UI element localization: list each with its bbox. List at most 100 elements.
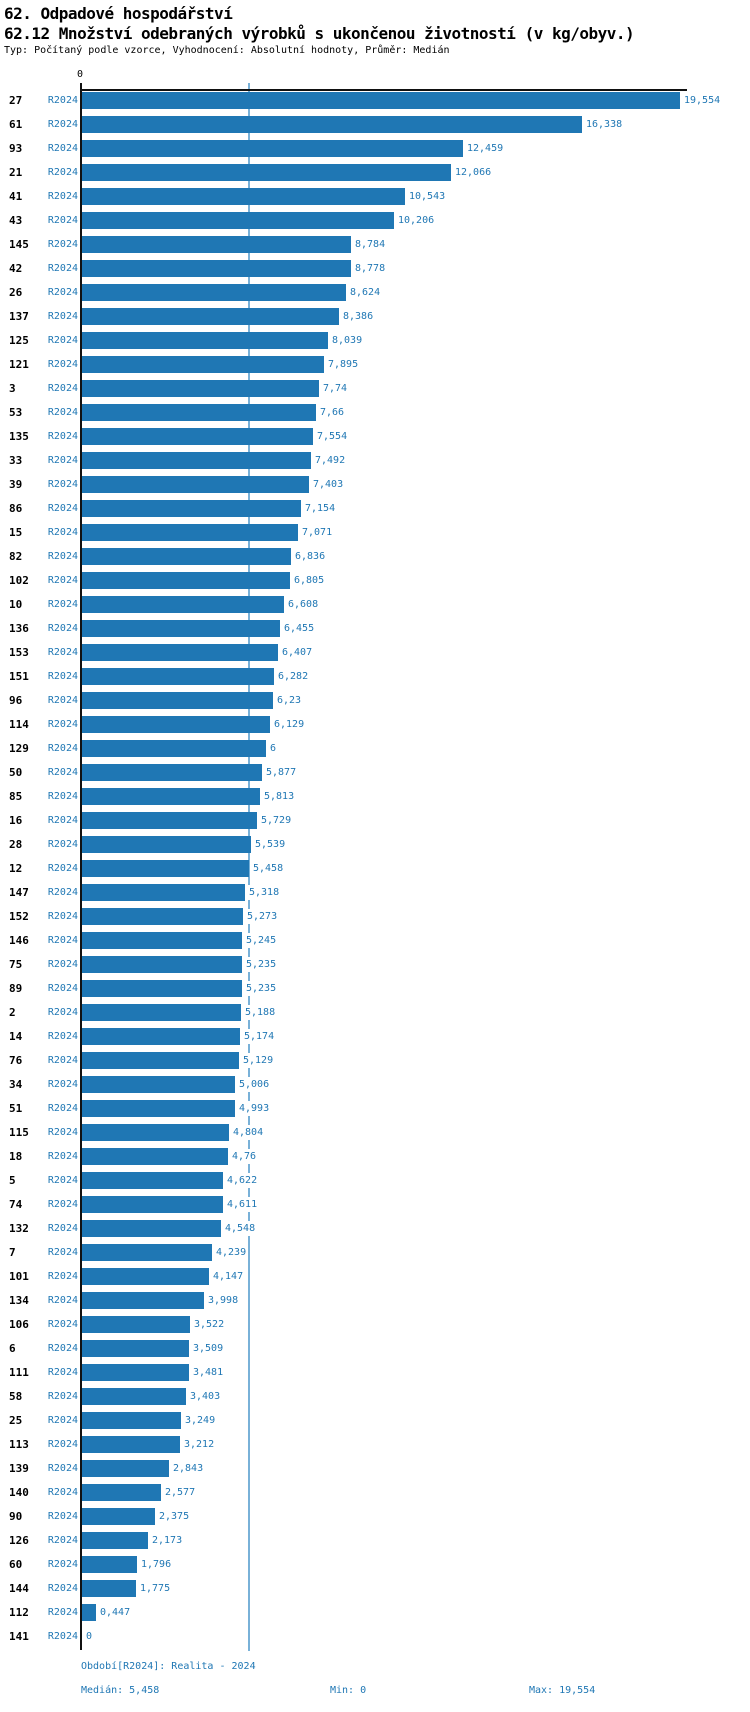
- row-category-label: 152: [9, 910, 29, 923]
- bar: [82, 764, 262, 781]
- bar-row: 152 R2024 5,273: [0, 908, 750, 925]
- row-series-label: R2024: [47, 431, 78, 442]
- bar-value-label: 5,813: [263, 789, 296, 804]
- row-category-label: 136: [9, 622, 29, 635]
- row-category-label: 121: [9, 358, 29, 371]
- row-category-label: 90: [9, 1510, 23, 1523]
- bar-row: 61 R2024 16,338: [0, 116, 750, 133]
- row-category-label: 33: [9, 454, 23, 467]
- bar: [82, 1196, 223, 1213]
- row-series-label: R2024: [47, 1175, 78, 1186]
- bar-row: 28 R2024 5,539: [0, 836, 750, 853]
- bar: [82, 548, 291, 565]
- bar: [82, 812, 257, 829]
- x-axis-line: [80, 89, 687, 91]
- bar-row: 7 R2024 4,239: [0, 1244, 750, 1261]
- bar: [82, 284, 346, 301]
- bar: [82, 1508, 155, 1525]
- bar-value-label: 5,174: [243, 1029, 276, 1044]
- bar-row: 51 R2024 4,993: [0, 1100, 750, 1117]
- bar-row: 126 R2024 2,173: [0, 1532, 750, 1549]
- row-series-label: R2024: [47, 599, 78, 610]
- row-series-label: R2024: [47, 335, 78, 346]
- bar-value-label: 3,481: [192, 1365, 225, 1380]
- bar: [82, 524, 298, 541]
- bar: [82, 452, 311, 469]
- row-series-label: R2024: [47, 983, 78, 994]
- bar: [82, 92, 680, 109]
- row-series-label: R2024: [47, 503, 78, 514]
- row-category-label: 114: [9, 718, 29, 731]
- bar: [82, 1364, 189, 1381]
- row-category-label: 10: [9, 598, 23, 611]
- row-series-label: R2024: [47, 887, 78, 898]
- bar-value-label: 0: [85, 1629, 94, 1644]
- bar: [82, 476, 309, 493]
- bar-value-label: 6,455: [283, 621, 316, 636]
- row-series-label: R2024: [47, 455, 78, 466]
- row-series-label: R2024: [47, 647, 78, 658]
- bar-row: 58 R2024 3,403: [0, 1388, 750, 1405]
- row-category-label: 2: [9, 1006, 16, 1019]
- bar-value-label: 2,577: [164, 1485, 197, 1500]
- bar-value-label: 3,509: [192, 1341, 225, 1356]
- bar: [82, 1340, 189, 1357]
- row-series-label: R2024: [47, 671, 78, 682]
- row-category-label: 141: [9, 1630, 29, 1643]
- row-series-label: R2024: [47, 119, 78, 130]
- row-category-label: 86: [9, 502, 23, 515]
- row-category-label: 145: [9, 238, 29, 251]
- bar-value-label: 6,608: [287, 597, 320, 612]
- bar-value-label: 7,154: [304, 501, 337, 516]
- bar-row: 27 R2024 19,554: [0, 92, 750, 109]
- bar: [82, 1484, 161, 1501]
- row-series-label: R2024: [47, 1487, 78, 1498]
- row-category-label: 125: [9, 334, 29, 347]
- bar-row: 111 R2024 3,481: [0, 1364, 750, 1381]
- bar: [82, 116, 582, 133]
- bar: [82, 1580, 136, 1597]
- bar: [82, 212, 394, 229]
- bar: [82, 1028, 240, 1045]
- bar: [82, 404, 316, 421]
- bar-value-label: 4,239: [215, 1245, 248, 1260]
- bar-row: 140 R2024 2,577: [0, 1484, 750, 1501]
- bar-value-label: 4,611: [226, 1197, 259, 1212]
- row-category-label: 85: [9, 790, 23, 803]
- bar: [82, 308, 339, 325]
- bar: [82, 260, 351, 277]
- bar-value-label: 5,245: [245, 933, 278, 948]
- row-series-label: R2024: [47, 935, 78, 946]
- row-category-label: 135: [9, 430, 29, 443]
- bar-row: 34 R2024 5,006: [0, 1076, 750, 1093]
- bar: [82, 332, 328, 349]
- row-category-label: 27: [9, 94, 23, 107]
- bar-value-label: 7,071: [301, 525, 334, 540]
- median-stat: Medián: 5,458: [81, 1685, 160, 1696]
- bar: [82, 836, 251, 853]
- row-category-label: 15: [9, 526, 23, 539]
- row-category-label: 106: [9, 1318, 29, 1331]
- bar-value-label: 5,129: [242, 1053, 275, 1068]
- bar: [82, 1532, 148, 1549]
- row-category-label: 60: [9, 1558, 23, 1571]
- bar-value-label: 5,729: [260, 813, 293, 828]
- row-category-label: 28: [9, 838, 23, 851]
- bar-row: 145 R2024 8,784: [0, 236, 750, 253]
- row-category-label: 3: [9, 382, 16, 395]
- bar-row: 6 R2024 3,509: [0, 1340, 750, 1357]
- bar-value-label: 7,554: [316, 429, 349, 444]
- y-axis-line: [80, 83, 82, 1650]
- row-category-label: 51: [9, 1102, 23, 1115]
- bar: [82, 164, 451, 181]
- bar: [82, 668, 274, 685]
- bar-row: 43 R2024 10,206: [0, 212, 750, 229]
- row-category-label: 82: [9, 550, 23, 563]
- row-series-label: R2024: [47, 1007, 78, 1018]
- bar-value-label: 5,458: [252, 861, 285, 876]
- bar-value-label: 10,206: [397, 213, 436, 228]
- bar: [82, 1292, 204, 1309]
- row-series-label: R2024: [47, 287, 78, 298]
- row-series-label: R2024: [47, 1223, 78, 1234]
- bar-row: 101 R2024 4,147: [0, 1268, 750, 1285]
